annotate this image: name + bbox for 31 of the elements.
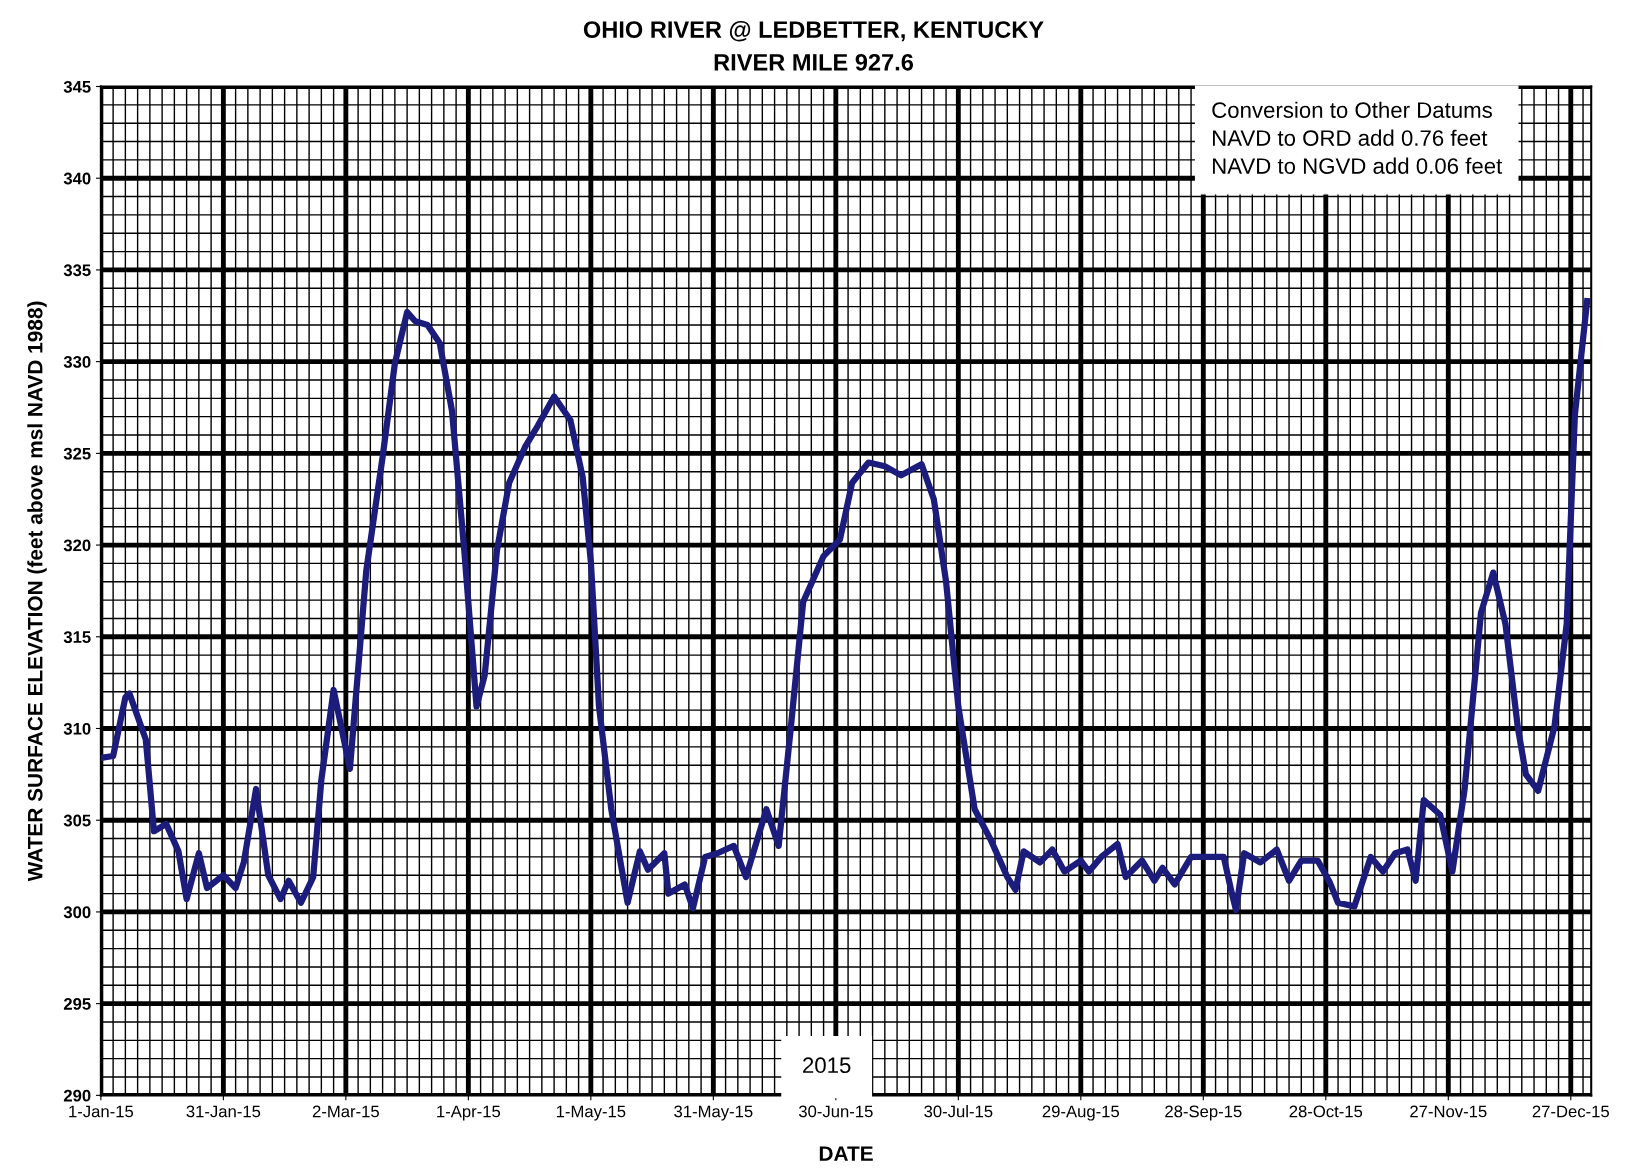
x-tick-label: 31-Jan-15 [186, 1105, 261, 1118]
x-tick-label: 29-Aug-15 [1042, 1105, 1120, 1121]
annotation: 2015 [803, 1057, 851, 1074]
x-tick-label: 27-Nov-15 [1410, 1105, 1487, 1118]
x-tick-label: 1-Apr-15 [437, 1105, 501, 1121]
x-tick-label: 30-Jul-15 [924, 1105, 993, 1118]
chart-subtitle: RIVER MILE 927.6 [714, 53, 914, 71]
x-tick-label: 30-Jun-15 [798, 1105, 873, 1118]
x-tick-label: 28-Oct-15 [1289, 1105, 1363, 1118]
y-tick-label: 300 [63, 906, 91, 919]
y-tick-label: 305 [63, 814, 91, 827]
annotation: Conversion to Other Datums NAVD to ORD add 0.76 feet NAVD to NGVD add 0.06 feet [1212, 101, 1503, 174]
x-axis-title: DATE [819, 1146, 873, 1161]
x-tick-label: 28-Sep-15 [1165, 1105, 1242, 1121]
y-tick-label: 290 [63, 1089, 91, 1102]
chart-title: OHIO RIVER @ LEDBETTER, KENTUCKY [583, 20, 1044, 42]
y-tick-label: 340 [63, 172, 91, 185]
x-tick-label: 27-Dec-15 [1532, 1105, 1609, 1118]
y-tick-label: 295 [63, 998, 91, 1010]
y-tick-label: 345 [63, 80, 91, 93]
x-tick-label: 1-May-15 [556, 1105, 626, 1121]
y-axis-title: WATER SURFACE ELEVATION (feet above msl NAVD 1988) [27, 301, 47, 882]
x-tick-label: 2-Mar-15 [312, 1105, 379, 1118]
y-tick-label: 335 [63, 264, 91, 277]
y-tick-label: 325 [63, 447, 91, 460]
y-tick-label: 320 [63, 539, 91, 552]
y-tick-label: 310 [63, 722, 91, 735]
y-tick-label: 330 [63, 356, 91, 368]
y-tick-label: 315 [63, 631, 91, 644]
x-tick-label: 31-May-15 [674, 1105, 753, 1121]
x-tick-label: 1-Jan-15 [69, 1105, 134, 1118]
